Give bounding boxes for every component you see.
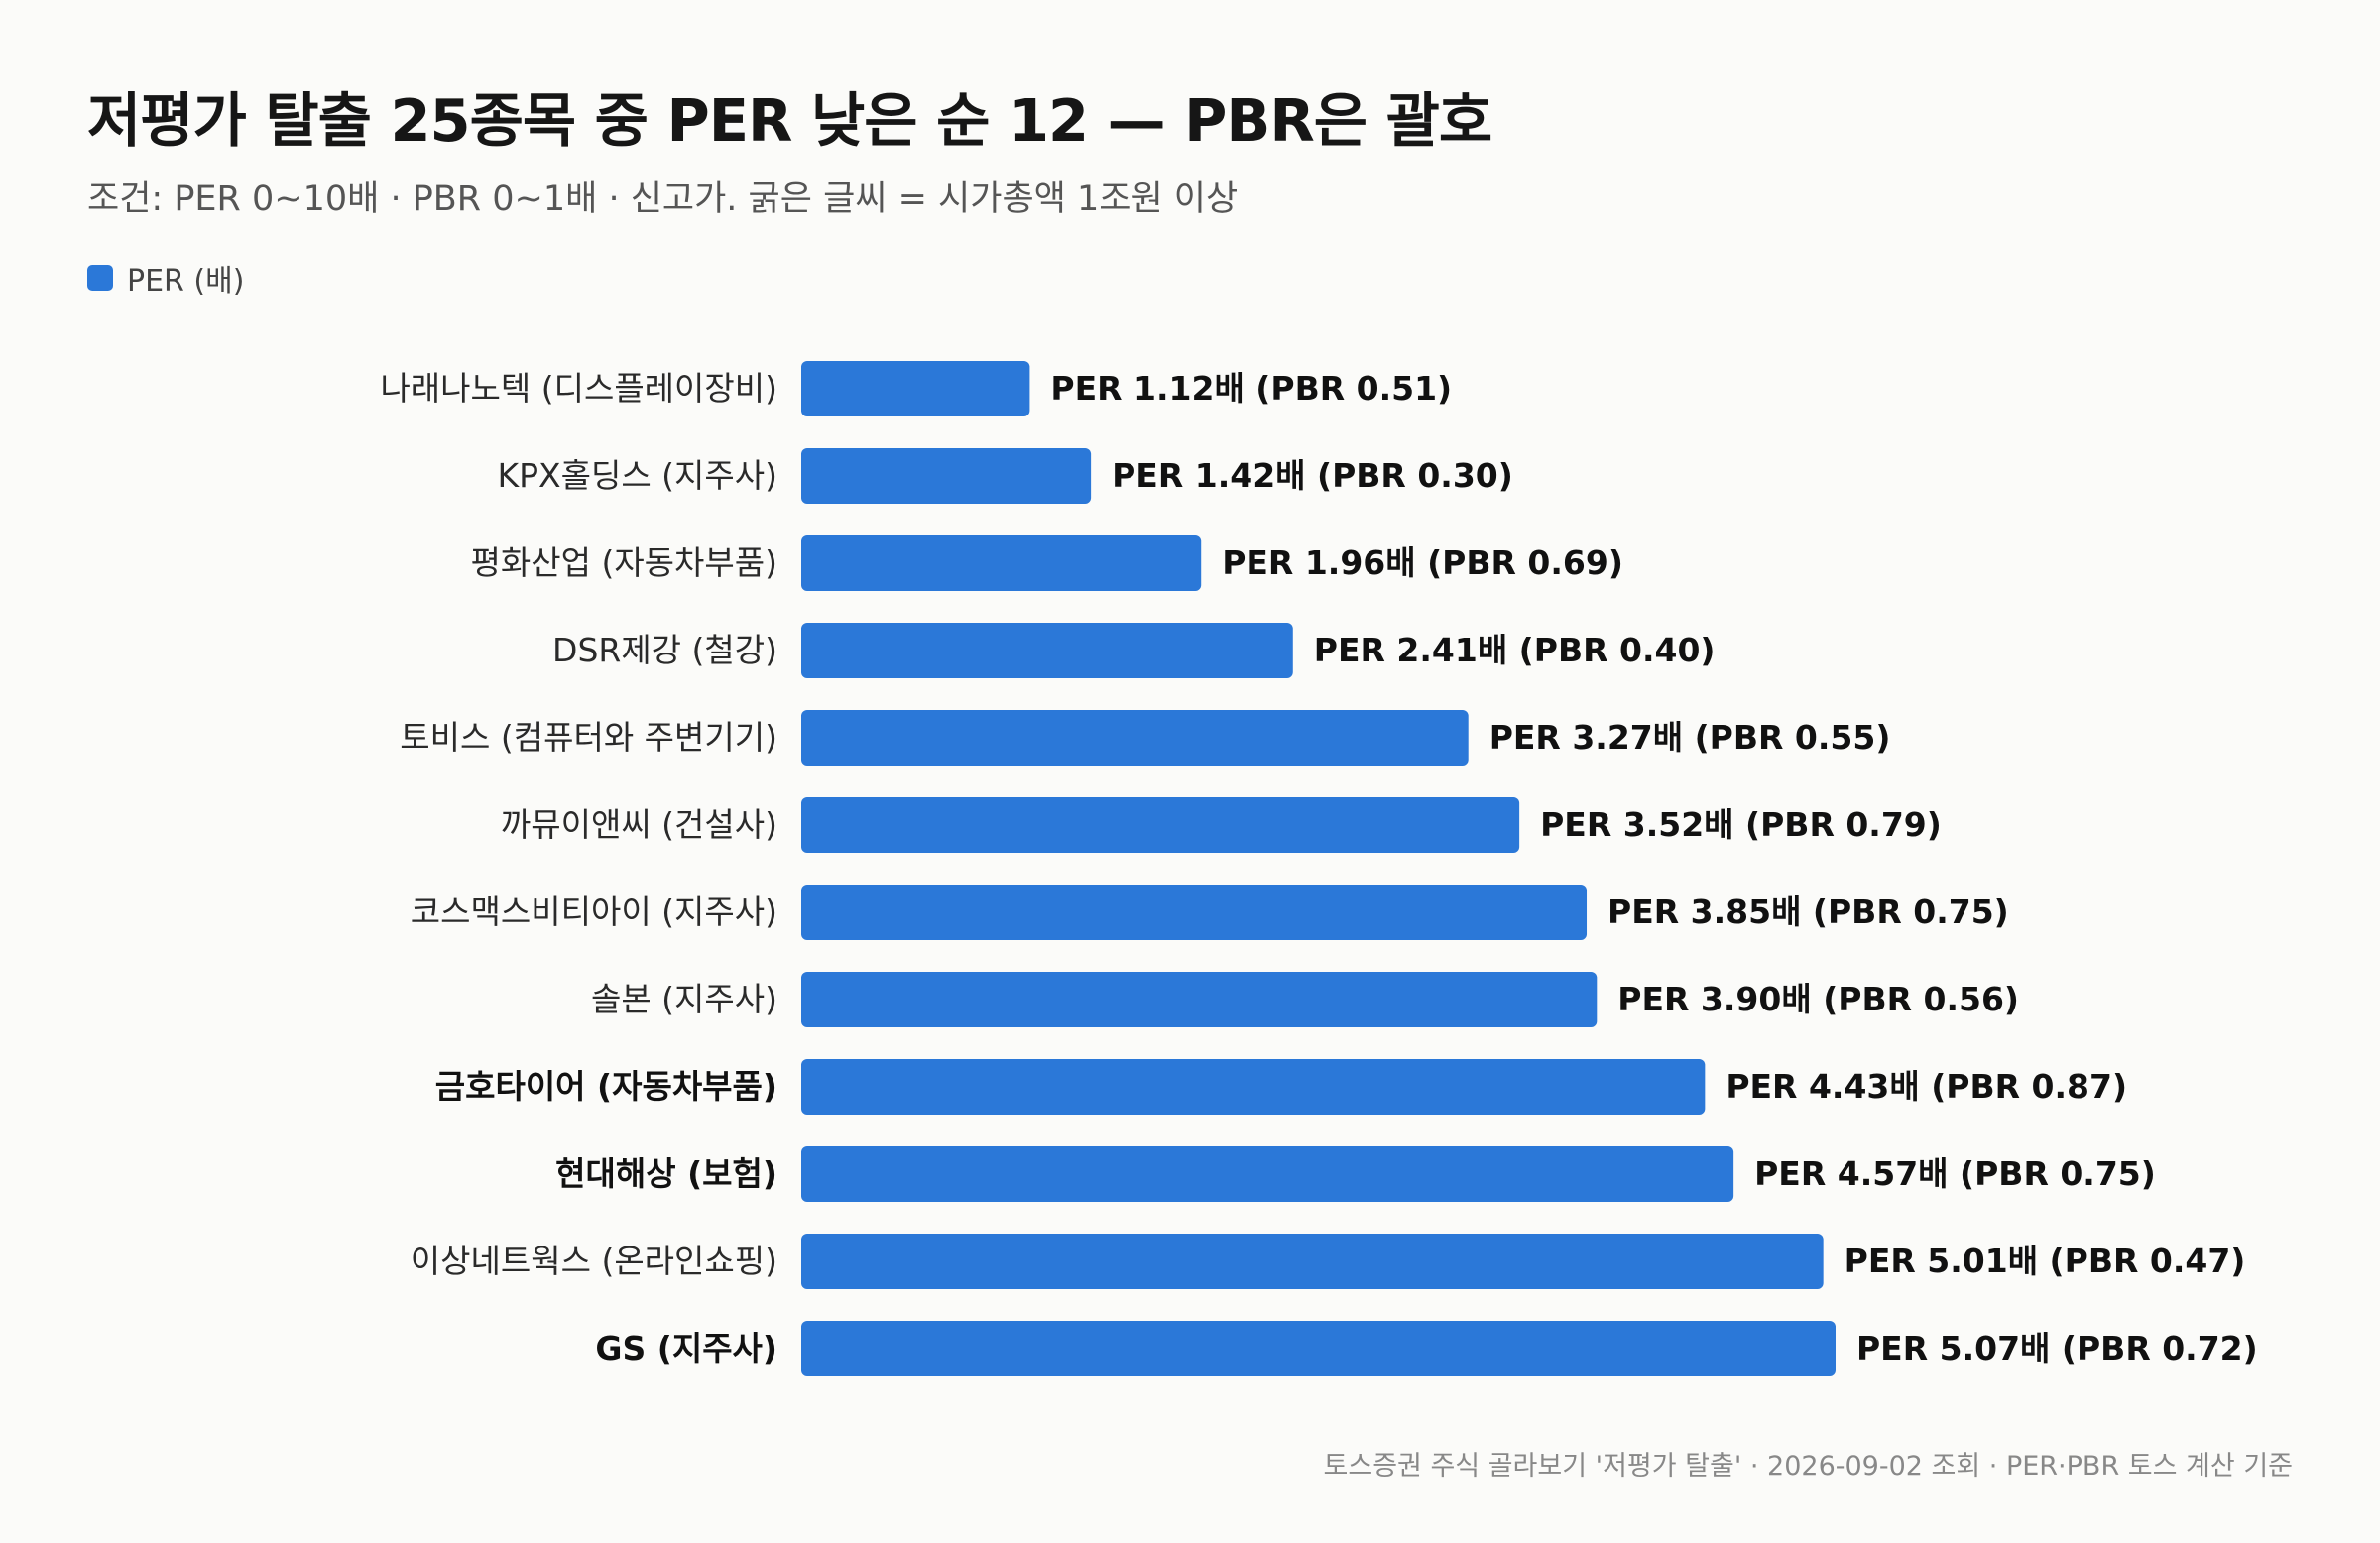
value-label: PER 1.42배 (PBR 0.30): [1112, 456, 1513, 495]
value-label: PER 3.90배 (PBR 0.56): [1617, 980, 2019, 1018]
category-label: 금호타이어 (자동차부품): [435, 1067, 777, 1106]
chart-subtitle: 조건: PER 0~10배 · PBR 0~1배 · 신고가. 굵은 글씨 = …: [87, 179, 1239, 219]
legend-label: PER (배): [127, 264, 245, 298]
value-label: PER 1.96배 (PBR 0.69): [1222, 543, 1623, 582]
category-label: DSR제강 (철강): [552, 631, 777, 669]
value-label: PER 3.52배 (PBR 0.79): [1540, 805, 1942, 844]
per-bar: [801, 1234, 1824, 1289]
category-label: KPX홀딩스 (지주사): [497, 456, 777, 495]
category-label: 솔본 (지주사): [591, 980, 777, 1018]
category-label: 평화산업 (자동차부품): [471, 543, 777, 582]
per-bar: [801, 1321, 1836, 1376]
chart-title: 저평가 탈출 25종목 중 PER 낮은 순 12 — PBR은 괄호: [87, 86, 1492, 155]
per-bar: [801, 1059, 1706, 1115]
category-label: 까뮤이앤씨 (건설사): [501, 805, 777, 844]
legend-swatch: [87, 265, 113, 291]
per-bar: [801, 1146, 1734, 1202]
per-bar: [801, 972, 1598, 1027]
category-label: 나래나노텍 (디스플레이장비): [380, 369, 777, 408]
category-label: 코스맥스비티아이 (지주사): [411, 892, 777, 931]
per-bar: [801, 535, 1202, 591]
per-bar: [801, 797, 1520, 853]
value-label: PER 1.12배 (PBR 0.51): [1050, 369, 1452, 408]
value-label: PER 5.07배 (PBR 0.72): [1856, 1329, 2258, 1367]
per-bar: [801, 623, 1293, 678]
category-label: 현대해상 (보험): [555, 1154, 777, 1193]
category-label: 토비스 (컴퓨터와 주변기기): [400, 718, 777, 757]
value-label: PER 3.27배 (PBR 0.55): [1489, 718, 1891, 757]
value-label: PER 3.85배 (PBR 0.75): [1607, 892, 2009, 931]
source-footer: 토스증권 주식 골라보기 '저평가 탈출' · 2026-09-02 조회 · …: [1323, 1451, 2293, 1482]
value-label: PER 4.57배 (PBR 0.75): [1754, 1154, 2156, 1193]
value-label: PER 4.43배 (PBR 0.87): [1726, 1067, 2127, 1106]
per-bar: [801, 361, 1030, 416]
per-bar: [801, 885, 1588, 940]
category-label: 이상네트웍스 (온라인쇼핑): [411, 1242, 777, 1280]
value-label: PER 5.01배 (PBR 0.47): [1844, 1242, 2246, 1280]
category-label: GS (지주사): [595, 1329, 777, 1367]
legend: PER (배): [87, 256, 244, 299]
per-bar: [801, 710, 1469, 766]
value-label: PER 2.41배 (PBR 0.40): [1314, 631, 1716, 669]
per-bar: [801, 448, 1092, 504]
